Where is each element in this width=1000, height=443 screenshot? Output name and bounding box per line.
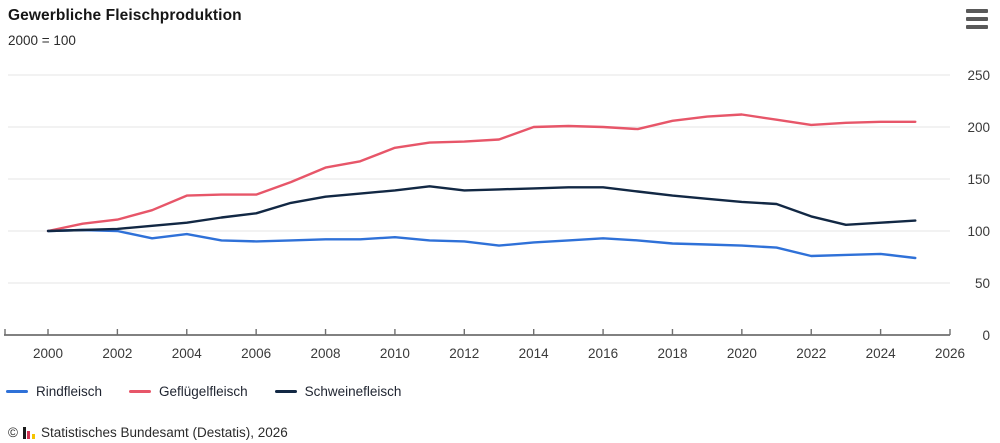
y-axis-label: 100 xyxy=(967,224,990,239)
x-axis-label: 2006 xyxy=(241,346,271,361)
series-line-rindfleisch xyxy=(46,228,917,260)
legend-item-geflgelfleisch[interactable]: Geflügelfleisch xyxy=(129,384,248,399)
hamburger-menu-icon[interactable] xyxy=(966,8,990,30)
copyright-symbol: © xyxy=(8,425,18,440)
x-axis-label: 2004 xyxy=(172,346,203,361)
x-axis-label: 2022 xyxy=(796,346,826,361)
chart-legend: Rindfleisch Geflügelfleisch Schweinefleisc… xyxy=(6,381,401,401)
menu-bar xyxy=(966,17,988,21)
x-axis-label: 2018 xyxy=(657,346,687,361)
y-axis-label: 200 xyxy=(967,120,990,135)
series-line-geflgelfleisch xyxy=(46,113,917,233)
menu-bar xyxy=(966,25,988,29)
legend-label: Rindfleisch xyxy=(36,383,103,399)
x-axis-label: 2002 xyxy=(102,346,132,361)
x-axis-label: 2026 xyxy=(935,346,965,361)
y-axis-label: 0 xyxy=(982,328,990,343)
legend-label: Geflügelfleisch xyxy=(159,383,248,399)
source-text: Statistisches Bundesamt (Destatis), 2026 xyxy=(40,425,288,440)
legend-item-rindfleisch[interactable]: Rindfleisch xyxy=(6,384,102,399)
x-axis-label: 2012 xyxy=(449,346,479,361)
y-axis-label: 50 xyxy=(975,276,990,291)
y-axis-label: 250 xyxy=(967,68,990,83)
y-axis-label: 150 xyxy=(967,172,990,187)
legend-swatch xyxy=(129,389,152,393)
x-axis-label: 2008 xyxy=(311,346,341,361)
legend-label: Schweinefleisch xyxy=(304,383,402,399)
legend-swatch xyxy=(274,389,297,393)
x-axis-label: 2010 xyxy=(380,346,410,361)
x-axis-label: 2016 xyxy=(588,346,618,361)
chart-subtitle: 2000 = 100 xyxy=(8,33,76,48)
x-axis-label: 2024 xyxy=(866,346,897,361)
x-axis-label: 2020 xyxy=(727,346,757,361)
legend-swatch xyxy=(6,389,28,393)
x-axis-label: 2000 xyxy=(33,346,63,361)
source-attribution: © Statistisches Bundesamt (Destatis), 20… xyxy=(8,425,288,440)
x-axis-label: 2014 xyxy=(519,346,550,361)
menu-bar xyxy=(966,9,988,13)
destatis-logo-icon xyxy=(22,426,35,439)
legend-item-schweinefleisch[interactable]: Schweinefleisch xyxy=(274,383,402,399)
series-line-schweinefleisch xyxy=(46,185,917,233)
chart-title: Gewerbliche Fleischproduktion xyxy=(8,7,242,24)
